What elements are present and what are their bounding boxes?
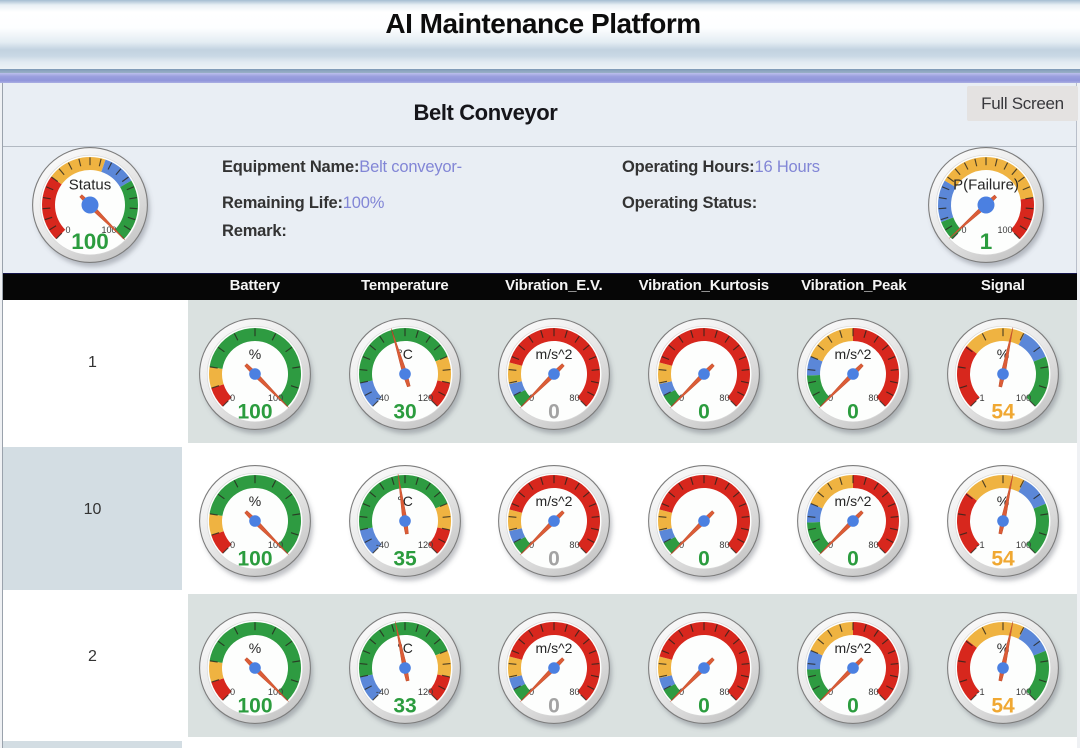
svg-text:0: 0: [828, 540, 833, 550]
svg-text:0: 0: [679, 540, 684, 550]
svg-text:0: 0: [230, 540, 235, 550]
svg-text:0: 0: [65, 225, 70, 235]
svg-text:80: 80: [719, 393, 729, 403]
svg-text:0: 0: [679, 687, 684, 697]
svg-text:1: 1: [980, 229, 993, 254]
svg-text:0: 0: [847, 695, 859, 718]
svg-text:-40: -40: [376, 393, 389, 403]
svg-text:120: 120: [418, 393, 433, 403]
svg-text:120: 120: [418, 687, 433, 697]
svg-text:°C: °C: [397, 493, 413, 509]
svg-text:100: 100: [237, 401, 272, 424]
svg-text:0: 0: [698, 548, 710, 571]
svg-text:100: 100: [71, 229, 109, 254]
svg-text:54: 54: [991, 548, 1015, 571]
svg-text:80: 80: [719, 687, 729, 697]
svg-text:Status: Status: [69, 177, 112, 194]
svg-text:100: 100: [1016, 540, 1031, 550]
svg-text:0: 0: [529, 687, 534, 697]
svg-text:P(Failure): P(Failure): [953, 177, 1019, 194]
svg-text:0: 0: [961, 225, 966, 235]
svg-text:100: 100: [101, 225, 116, 235]
svg-text:%: %: [249, 346, 261, 362]
svg-text:0: 0: [529, 393, 534, 403]
svg-text:-40: -40: [376, 687, 389, 697]
svg-text:m/s^2: m/s^2: [835, 640, 872, 656]
svg-text:m/s^2: m/s^2: [536, 346, 573, 362]
svg-text:100: 100: [268, 393, 283, 403]
svg-text:0: 0: [828, 687, 833, 697]
svg-text:33: 33: [393, 695, 416, 718]
svg-text:30: 30: [393, 401, 416, 424]
svg-text:-1: -1: [976, 687, 984, 697]
svg-text:80: 80: [868, 540, 878, 550]
svg-text:120: 120: [418, 540, 433, 550]
svg-text:0: 0: [847, 401, 859, 424]
svg-text:35: 35: [393, 548, 417, 571]
svg-text:100: 100: [268, 540, 283, 550]
svg-text:80: 80: [868, 687, 878, 697]
svg-text:0: 0: [548, 695, 560, 718]
svg-text:100: 100: [237, 548, 272, 571]
svg-text:80: 80: [569, 687, 579, 697]
svg-text:100: 100: [237, 695, 272, 718]
svg-text:80: 80: [569, 393, 579, 403]
svg-text:0: 0: [698, 401, 710, 424]
svg-text:-1: -1: [976, 540, 984, 550]
svg-text:0: 0: [548, 548, 560, 571]
svg-text:100: 100: [268, 687, 283, 697]
svg-text:100: 100: [1016, 687, 1031, 697]
svg-text:m/s^2: m/s^2: [835, 346, 872, 362]
svg-text:54: 54: [991, 695, 1015, 718]
svg-text:80: 80: [569, 540, 579, 550]
svg-text:80: 80: [719, 540, 729, 550]
svg-text:-40: -40: [376, 540, 389, 550]
svg-text:0: 0: [230, 393, 235, 403]
svg-text:0: 0: [698, 695, 710, 718]
svg-text:%: %: [249, 493, 261, 509]
svg-text:0: 0: [828, 393, 833, 403]
svg-text:80: 80: [868, 393, 878, 403]
svg-text:100: 100: [1016, 393, 1031, 403]
svg-text:-1: -1: [976, 393, 984, 403]
svg-text:m/s^2: m/s^2: [536, 493, 573, 509]
svg-text:54: 54: [991, 401, 1015, 424]
svg-text:0: 0: [847, 548, 859, 571]
svg-text:0: 0: [548, 401, 560, 424]
svg-text:m/s^2: m/s^2: [536, 640, 573, 656]
svg-text:0: 0: [529, 540, 534, 550]
svg-text:0: 0: [679, 393, 684, 403]
svg-text:0: 0: [230, 687, 235, 697]
svg-text:%: %: [249, 640, 261, 656]
svg-text:m/s^2: m/s^2: [835, 493, 872, 509]
svg-text:100: 100: [997, 225, 1012, 235]
